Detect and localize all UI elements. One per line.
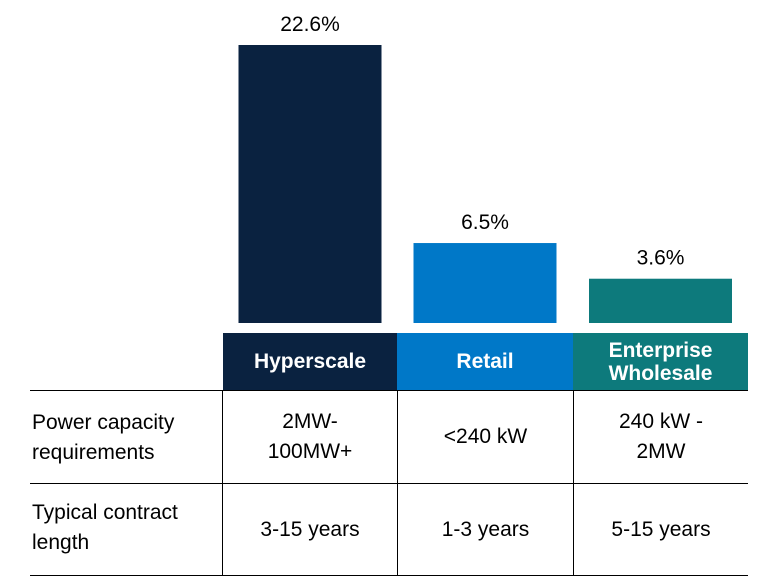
header-retail-label: Retail: [456, 350, 514, 373]
header-retail: Retail: [397, 333, 573, 390]
header-hyperscale-label: Hyperscale: [253, 350, 367, 373]
table-cell: <240 kW: [398, 391, 573, 483]
cell-power-retail: <240 kW: [443, 425, 528, 448]
table-cell: 1-3 years: [398, 484, 573, 575]
bar-chart: 22.6% 6.5% 3.6%: [238, 13, 732, 323]
bar-retail: [413, 243, 557, 323]
cell-power-hyperscale: 2MW- 100MW+: [267, 410, 353, 463]
header-enterprise-wholesale: Enterprise Wholesale: [573, 333, 748, 390]
table-cell: 2MW- 100MW+: [254, 391, 366, 483]
table-line-top: [30, 390, 748, 391]
bar-value-label: 22.6%: [280, 13, 340, 36]
bar-value-label: 3.6%: [637, 247, 685, 270]
bar-hyperscale: [238, 45, 382, 323]
cell-contract-hyperscale: 3-15 years: [260, 517, 360, 541]
table-divider-1: [222, 390, 223, 576]
cell-contract-retail: 1-3 years: [441, 517, 530, 541]
row-label-power-capacity-text: Power capacity requirements: [32, 411, 175, 464]
table-cell: 240 kW - 2MW: [600, 391, 722, 483]
cell-contract-enterprise: 5-15 years: [611, 517, 711, 541]
bar-enterprise-wholesale: [589, 278, 732, 323]
row-label-contract-length: Typical contract length: [32, 498, 202, 558]
table-cell: 5-15 years: [574, 484, 748, 575]
row-label-contract-length-text: Typical contract length: [32, 501, 178, 554]
cell-power-enterprise: 240 kW - 2MW: [618, 410, 704, 463]
bar-value-label: 6.5%: [461, 211, 509, 234]
header-enterprise-wholesale-label: Enterprise Wholesale: [608, 338, 713, 385]
table-divider-3: [573, 390, 574, 576]
table-cell: 3-15 years: [223, 484, 397, 575]
row-label-power-capacity: Power capacity requirements: [32, 408, 202, 468]
table-divider-2: [397, 390, 398, 576]
table-line-bottom: [30, 575, 748, 576]
table-line-middle: [30, 483, 748, 484]
header-hyperscale: Hyperscale: [223, 333, 397, 390]
